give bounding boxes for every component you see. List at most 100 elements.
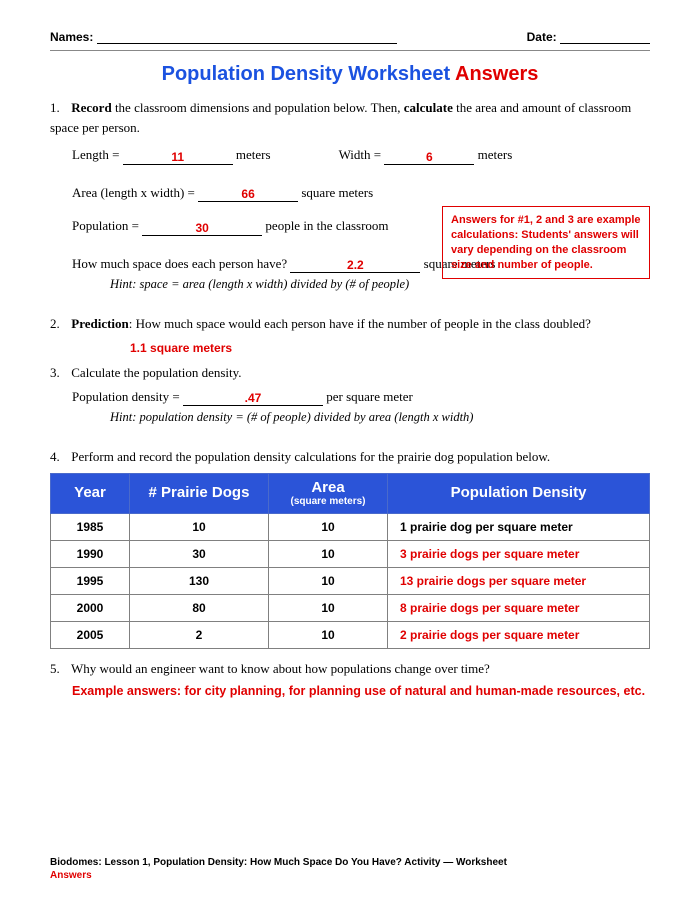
q2-num: 2. bbox=[50, 314, 68, 334]
table-row: 199030103 prairie dogs per square meter bbox=[51, 541, 650, 568]
q5-text: 5. Why would an engineer want to know ab… bbox=[50, 659, 650, 679]
width-unit: meters bbox=[478, 147, 513, 162]
th-area: Area (square meters) bbox=[269, 473, 388, 514]
title-main: Population Density Worksheet bbox=[162, 63, 451, 85]
footer: Biodomes: Lesson 1, Population Density: … bbox=[50, 856, 650, 882]
q5-num: 5. bbox=[50, 659, 68, 679]
length-blank: 11 bbox=[123, 148, 233, 165]
area-unit: square meters bbox=[301, 185, 373, 200]
cell-density: 3 prairie dogs per square meter bbox=[388, 541, 650, 568]
width-group: Width = 6 meters bbox=[339, 145, 513, 165]
date-blank bbox=[560, 43, 650, 44]
cell-density: 2 prairie dogs per square meter bbox=[388, 622, 650, 649]
q1-bold1: Record bbox=[71, 100, 111, 115]
length-label: Length = bbox=[72, 147, 123, 162]
cell-dogs: 30 bbox=[130, 541, 269, 568]
cell-year: 1990 bbox=[51, 541, 130, 568]
pd-unit: per square meter bbox=[326, 389, 413, 404]
length-unit: meters bbox=[236, 147, 271, 162]
q5-body: Why would an engineer want to know about… bbox=[71, 661, 490, 676]
cell-dogs: 130 bbox=[130, 568, 269, 595]
width-label: Width = bbox=[339, 147, 385, 162]
worksheet-title: Population Density Worksheet Answers bbox=[50, 63, 650, 86]
cell-density: 13 prairie dogs per square meter bbox=[388, 568, 650, 595]
table-header-row: Year # Prairie Dogs Area (square meters)… bbox=[51, 473, 650, 514]
title-suffix: Answers bbox=[455, 63, 538, 85]
cell-area: 10 bbox=[269, 541, 388, 568]
q3-text: 3. Calculate the population density. bbox=[50, 363, 650, 383]
q5-answer: Example answers: for city planning, for … bbox=[72, 683, 650, 701]
width-blank: 6 bbox=[384, 148, 474, 165]
cell-area: 10 bbox=[269, 622, 388, 649]
q3-body: Calculate the population density. bbox=[71, 365, 241, 380]
q4-text: 4. Perform and record the population den… bbox=[50, 447, 650, 467]
q1-area-row: Area (length x width) = 66 square meters bbox=[72, 183, 650, 203]
cell-dogs: 80 bbox=[130, 595, 269, 622]
pd-blank: .47 bbox=[183, 389, 323, 406]
cell-dogs: 10 bbox=[130, 514, 269, 541]
table-row: 19951301013 prairie dogs per square mete… bbox=[51, 568, 650, 595]
table-row: 200080108 prairie dogs per square meter bbox=[51, 595, 650, 622]
pop-blank: 30 bbox=[142, 219, 262, 236]
q1-bold2: calculate bbox=[404, 100, 453, 115]
area-label: Area (length x width) = bbox=[72, 185, 198, 200]
width-value: 6 bbox=[426, 150, 433, 164]
cell-year: 1985 bbox=[51, 514, 130, 541]
footer-line2: Answers bbox=[50, 870, 92, 881]
pop-value: 30 bbox=[195, 221, 208, 235]
q2-answer-row: 1.1 square meters bbox=[130, 338, 650, 358]
date-field: Date: bbox=[527, 30, 650, 44]
cell-year: 1995 bbox=[51, 568, 130, 595]
th-area-sub: (square meters) bbox=[273, 496, 383, 507]
cell-density: 1 prairie dog per square meter bbox=[388, 514, 650, 541]
answers-note-box: Answers for #1, 2 and 3 are example calc… bbox=[442, 206, 650, 279]
th-year: Year bbox=[51, 473, 130, 514]
area-value: 66 bbox=[241, 187, 254, 201]
th-density: Population Density bbox=[388, 473, 650, 514]
th-area-main: Area bbox=[311, 479, 344, 496]
q2-text: 2. Prediction: How much space would each… bbox=[50, 314, 650, 334]
names-blank bbox=[97, 43, 397, 44]
pd-value: .47 bbox=[245, 391, 262, 405]
q1-lw-row: Length = 11 meters Width = 6 meters bbox=[72, 145, 650, 165]
length-group: Length = 11 meters bbox=[72, 145, 271, 165]
q1-num: 1. bbox=[50, 98, 68, 118]
table-body: 198510101 prairie dog per square meter19… bbox=[51, 514, 650, 649]
q3-pd-row: Population density = .47 per square mete… bbox=[72, 387, 650, 407]
cell-area: 10 bbox=[269, 514, 388, 541]
date-label: Date: bbox=[527, 30, 557, 44]
cell-area: 10 bbox=[269, 568, 388, 595]
footer-line1: Biodomes: Lesson 1, Population Density: … bbox=[50, 857, 507, 868]
cell-area: 10 bbox=[269, 595, 388, 622]
q1-text: 1. Record the classroom dimensions and p… bbox=[50, 98, 650, 137]
q2-bold: Prediction bbox=[71, 316, 129, 331]
q3-hint: Hint: population density = (# of people)… bbox=[110, 410, 650, 425]
cell-density: 8 prairie dogs per square meter bbox=[388, 595, 650, 622]
worksheet-page: Names: Date: Population Density Workshee… bbox=[0, 0, 700, 906]
names-label: Names: bbox=[50, 30, 93, 44]
pop-unit: people in the classroom bbox=[265, 218, 388, 233]
top-rule bbox=[50, 50, 650, 51]
space-q: How much space does each person have? bbox=[72, 256, 290, 271]
names-field: Names: bbox=[50, 30, 397, 44]
q2-answer: 1.1 square meters bbox=[130, 341, 232, 355]
cell-year: 2000 bbox=[51, 595, 130, 622]
cell-dogs: 2 bbox=[130, 622, 269, 649]
prairie-dog-table: Year # Prairie Dogs Area (square meters)… bbox=[50, 473, 650, 650]
th-dogs: # Prairie Dogs bbox=[130, 473, 269, 514]
pd-label: Population density = bbox=[72, 389, 183, 404]
area-blank: 66 bbox=[198, 185, 298, 202]
q2-rest: : How much space would each person have … bbox=[129, 316, 591, 331]
q4-body: Perform and record the population densit… bbox=[71, 449, 550, 464]
q3-num: 3. bbox=[50, 363, 68, 383]
length-value: 11 bbox=[171, 150, 184, 164]
space-value: 2.2 bbox=[347, 258, 364, 272]
q4-num: 4. bbox=[50, 447, 68, 467]
q1-rest1: the classroom dimensions and population … bbox=[112, 100, 404, 115]
space-blank: 2.2 bbox=[290, 256, 420, 273]
table-row: 198510101 prairie dog per square meter bbox=[51, 514, 650, 541]
header-line: Names: Date: bbox=[50, 30, 650, 44]
cell-year: 2005 bbox=[51, 622, 130, 649]
pop-label: Population = bbox=[72, 218, 142, 233]
table-row: 20052102 prairie dogs per square meter bbox=[51, 622, 650, 649]
